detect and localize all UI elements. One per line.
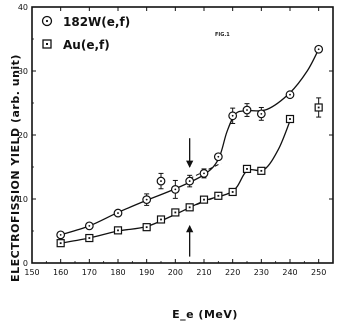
x-tick-label: 230	[254, 268, 269, 277]
data-point-circle-dot	[88, 224, 91, 227]
data-point-square-dot	[160, 218, 162, 221]
data-point-circle-dot	[317, 48, 320, 51]
data-point-square-dot	[188, 206, 191, 209]
data-point-square-dot	[289, 118, 291, 120]
y-tick-label: 30	[18, 67, 28, 76]
legend-marker-square-dot-icon	[46, 43, 48, 45]
x-tick-label: 170	[82, 268, 97, 277]
legend-label-w182: 182W(e,f)	[63, 15, 130, 29]
data-point-circle-dot	[59, 233, 62, 236]
x-tick-label: 200	[168, 268, 183, 277]
x-tick-label: 160	[53, 268, 68, 277]
data-point-square-dot	[145, 226, 148, 229]
legend-item-w182: 182W(e,f)	[41, 15, 130, 29]
data-point-square-dot	[203, 198, 205, 201]
data-point-circle-dot	[117, 212, 119, 214]
data-point-square-dot	[217, 194, 220, 197]
data-point-square-dot	[260, 169, 263, 172]
data-point-circle-dot	[260, 112, 263, 115]
y-tick-label: 0	[23, 259, 28, 268]
data-point-circle-dot	[217, 155, 220, 158]
x-tick-label: 180	[110, 268, 125, 277]
data-point-circle-dot	[188, 180, 191, 182]
data-point-circle-dot	[160, 180, 162, 182]
data-point-square-dot	[246, 168, 248, 170]
data-point-square-dot	[317, 106, 320, 109]
data-point-circle-dot	[231, 114, 234, 117]
x-tick-label: 190	[139, 268, 154, 277]
data-point-square-dot	[59, 242, 62, 245]
x-tick-label: 210	[196, 268, 211, 277]
x-tick-label: 240	[282, 268, 297, 277]
data-point-circle-dot	[203, 172, 205, 175]
x-tick-label: 250	[311, 268, 326, 277]
y-axis-title: ELECTROFISSION YIELD (arb. unit)	[9, 54, 22, 282]
y-tick-label: 40	[18, 3, 28, 12]
legend-label-au: Au(e,f)	[63, 38, 110, 52]
data-point-square-dot	[231, 191, 234, 193]
data-point-square-dot	[117, 229, 119, 232]
plot-area: 150 160 170 180 190 200 210 220 230 240 250 0 10 20 30…	[18, 3, 334, 277]
legend-marker-dot-icon	[45, 19, 49, 23]
data-point-circle-dot	[174, 188, 177, 191]
legend-marker-square-icon	[42, 39, 52, 49]
y-tick-label: 20	[18, 131, 28, 140]
arrow-up-icon	[186, 224, 194, 233]
legend: 182W(e,f) Au(e,f)	[41, 15, 130, 52]
data-point-square-dot	[88, 237, 91, 239]
x-axis-title: E_e (MeV)	[172, 308, 238, 321]
legend-item-au: Au(e,f)	[42, 38, 110, 52]
figure-annotation: FIG.1	[215, 32, 230, 38]
data-point-square-dot	[174, 211, 177, 214]
data-point-circle-dot	[246, 109, 248, 111]
legend-marker-circle-icon	[41, 15, 53, 27]
data-point-circle-dot	[145, 198, 148, 201]
x-tick-label: 150	[24, 268, 39, 277]
data-point-circle-dot	[289, 93, 291, 96]
y-tick-label: 10	[18, 195, 28, 204]
x-tick-label: 220	[225, 268, 240, 277]
arrow-down-icon	[186, 160, 194, 168]
